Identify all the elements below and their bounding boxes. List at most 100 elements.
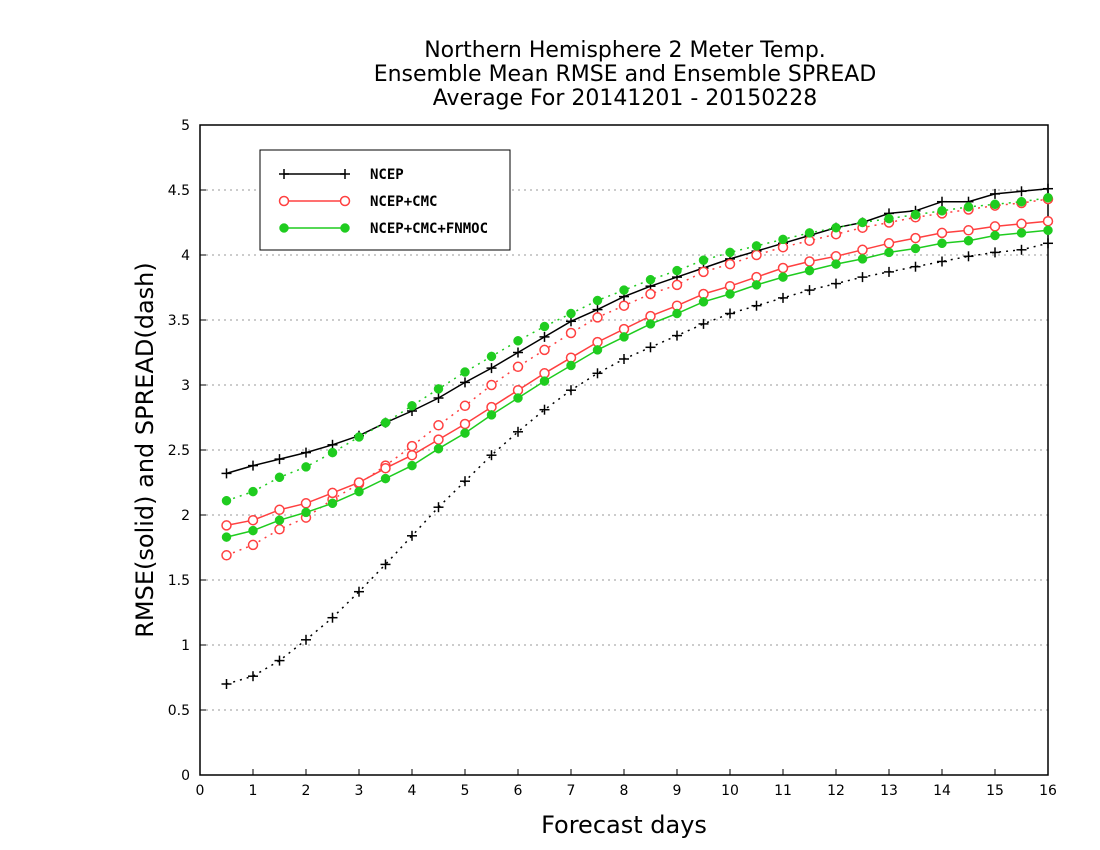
ncep-cmc-spread-point <box>539 344 550 356</box>
ncep-cmc-fnmoc-rmse-point <box>990 230 1000 241</box>
ncep-cmc-fnmoc-rmse-point <box>354 486 364 497</box>
ncep-cmc-spread-point <box>751 249 762 261</box>
ncep-rmse-point <box>248 460 258 471</box>
ncep-cmc-fnmoc-rmse-point <box>248 525 258 536</box>
ncep-spread-point <box>645 342 656 353</box>
ncep-cmc-fnmoc-rmse-point <box>433 443 444 454</box>
x-tick-label: 7 <box>567 783 576 799</box>
ncep-cmc-rmse-point <box>963 225 974 236</box>
ncep-cmc-spread-point <box>486 379 497 391</box>
x-tick-label: 10 <box>721 783 739 799</box>
ncep-cmc-rmse-point <box>380 462 391 474</box>
ncep-cmc-rmse-point <box>883 238 895 249</box>
ncep-cmc-fnmoc-spread-point <box>619 285 629 295</box>
x-tick-label: 15 <box>986 783 1004 799</box>
legend-marker-ncep-cmc-fnmoc <box>279 223 289 233</box>
ncep-spread-point <box>566 385 576 396</box>
ncep-cmc-fnmoc-spread-point <box>354 432 364 442</box>
ncep-cmc-fnmoc-spread-point <box>592 295 603 306</box>
y-tick-label: 1.5 <box>168 573 190 589</box>
ncep-cmc-rmse-point <box>433 434 444 445</box>
ncep-rmse-point <box>937 196 947 207</box>
ncep-spread-point <box>937 256 947 267</box>
x-tick-label: 13 <box>880 783 898 799</box>
ncep-cmc-fnmoc-spread-point <box>990 199 1000 210</box>
axis-ticks: 0 1 2 3 4 5 6 7 8 9 10 11 12 13 14 15 1600.511.522.533.5… <box>168 118 1057 799</box>
ncep-cmc-spread-line <box>226 198 1049 556</box>
y-tick-label: 0 <box>181 768 190 784</box>
ncep-cmc-fnmoc-spread-point <box>301 462 311 472</box>
ncep-spread-point <box>778 292 788 303</box>
ncep-cmc-fnmoc-rmse-point <box>751 280 762 290</box>
ncep-cmc-fnmoc-spread-point <box>751 241 762 251</box>
y-tick-label: 3.5 <box>168 313 190 329</box>
ncep-cmc-fnmoc-rmse-point <box>937 238 947 249</box>
ncep-cmc-fnmoc-rmse-point <box>672 308 682 319</box>
ncep-cmc-fnmoc-spread-point <box>778 234 788 245</box>
ncep-cmc-spread-point <box>671 279 683 291</box>
ncep-cmc-fnmoc-rmse-point <box>301 507 311 518</box>
ncep-cmc-fnmoc-rmse-point <box>778 272 788 282</box>
x-tick-label: 12 <box>827 783 845 799</box>
ncep-spread-point <box>831 278 841 289</box>
legend-label-ncep-cmc: NCEP+CMC <box>370 194 437 210</box>
ncep-cmc-fnmoc-rmse-point <box>884 247 894 258</box>
x-tick-label: 8 <box>620 783 629 799</box>
ncep-cmc-fnmoc-spread-point <box>327 447 338 458</box>
ncep-spread-point <box>910 261 921 272</box>
ncep-cmc-fnmoc-spread-point <box>513 336 523 346</box>
y-tick-label: 2 <box>181 508 190 524</box>
ncep-cmc-fnmoc-spread-point <box>1043 193 1053 203</box>
ncep-cmc-fnmoc-spread-point <box>486 351 497 362</box>
ncep-spread-point <box>698 318 709 329</box>
ncep-spread-point <box>857 272 868 283</box>
ncep-rmse-point <box>1016 186 1027 197</box>
ncep-spread-point <box>804 285 815 296</box>
ncep-cmc-fnmoc-spread-point <box>857 217 868 228</box>
ncep-cmc-fnmoc-spread-point <box>274 472 285 483</box>
x-axis-label: Forecast days <box>541 811 707 839</box>
ncep-spread-point <box>486 450 497 461</box>
ncep-cmc-fnmoc-rmse-point <box>698 297 709 307</box>
data-series <box>221 183 1054 689</box>
ncep-cmc-fnmoc-spread-point <box>407 401 417 411</box>
x-tick-label: 14 <box>933 783 951 799</box>
ncep-cmc-rmse-point <box>910 232 921 244</box>
y-axis-label: RMSE(solid) and SPREAD(dash) <box>131 262 159 638</box>
legend-marker-ncep-cmc <box>278 195 290 207</box>
legend-box <box>259 149 511 251</box>
x-tick-label: 2 <box>302 783 311 799</box>
ncep-spread-point <box>619 354 629 364</box>
ncep-cmc-fnmoc-spread-point <box>539 321 550 332</box>
ncep-cmc-fnmoc-rmse-point <box>460 428 470 438</box>
ncep-cmc-spread-point <box>592 312 603 323</box>
title-line: Average For 20141201 - 20150228 <box>433 86 818 111</box>
ncep-cmc-fnmoc-rmse-point <box>327 498 338 509</box>
ncep-cmc-fnmoc-rmse-point <box>910 243 921 254</box>
y-tick-label: 1 <box>181 638 190 654</box>
y-tick-label: 0.5 <box>168 703 190 719</box>
ncep-cmc-fnmoc-rmse-point <box>221 532 232 542</box>
ncep-cmc-rmse-point <box>406 449 418 461</box>
ncep-rmse-point <box>539 331 550 342</box>
y-tick-label: 4.5 <box>168 183 190 199</box>
x-tick-label: 4 <box>408 783 417 799</box>
y-tick-label: 4 <box>181 248 190 264</box>
ncep-cmc-fnmoc-rmse-point <box>645 319 656 329</box>
y-tick-label: 5 <box>181 118 190 134</box>
ncep-cmc-fnmoc-rmse-point <box>566 360 576 371</box>
ncep-rmse-point <box>433 393 444 403</box>
ncep-cmc-spread-point <box>459 400 471 412</box>
ncep-rmse-point <box>221 468 232 479</box>
ncep-cmc-fnmoc-rmse-point <box>513 393 523 403</box>
ncep-cmc-fnmoc-spread-point <box>672 265 682 276</box>
ncep-cmc-rmse-line <box>226 220 1049 527</box>
ncep-rmse-point <box>1043 183 1053 194</box>
ncep-cmc-spread-point <box>698 266 709 278</box>
legend-label-ncep: NCEP <box>370 167 404 183</box>
ncep-cmc-rmse-point <box>1042 215 1054 227</box>
ncep-cmc-rmse-point <box>989 221 1001 232</box>
ncep-cmc-fnmoc-spread-point <box>698 255 709 265</box>
x-tick-label: 1 <box>249 783 258 799</box>
